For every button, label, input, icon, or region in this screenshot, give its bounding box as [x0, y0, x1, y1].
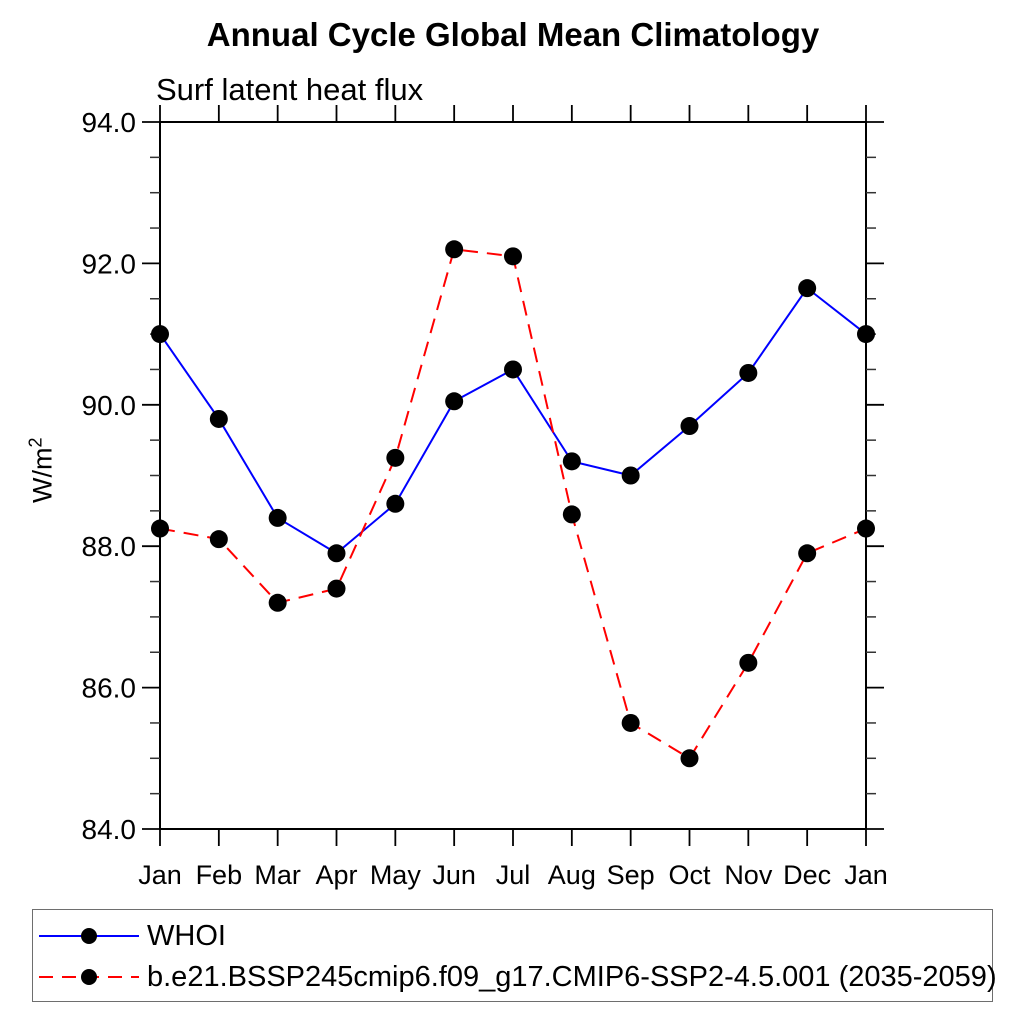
- y-tick-label: 94.0: [82, 107, 137, 138]
- series-1-marker: [151, 519, 169, 538]
- x-tick-label: Jan: [844, 860, 888, 890]
- legend-item-1: b.e21.BSSP245cmip6.f09_g17.CMIP6-SSP2-4.…: [33, 957, 997, 997]
- series-0-marker: [151, 325, 169, 344]
- series-1-marker: [562, 505, 581, 524]
- x-tick-label: Jun: [432, 860, 476, 890]
- series-0-marker: [621, 466, 640, 485]
- series-0-marker: [268, 508, 287, 527]
- series-1-line: [159, 248, 867, 760]
- series-0-marker: [445, 392, 464, 411]
- series-1-marker: [798, 544, 817, 563]
- x-tick-label: Apr: [315, 860, 357, 890]
- series-1-marker: [504, 247, 522, 266]
- series-1-marker: [209, 530, 228, 549]
- series-0-marker: [209, 409, 228, 428]
- x-tick-label: Oct: [668, 860, 711, 890]
- series-0-marker: [386, 494, 405, 513]
- legend-sample-line-0: [39, 928, 139, 944]
- x-tick-label: Dec: [783, 860, 831, 890]
- chart-title: Annual Cycle Global Mean Climatology: [206, 16, 820, 53]
- y-tick-label: 86.0: [82, 673, 137, 704]
- x-tick-label: Aug: [548, 860, 596, 890]
- series-1-marker: [268, 593, 287, 612]
- series-1-marker: [621, 713, 640, 732]
- series-1-marker: [386, 448, 405, 467]
- series-1-marker: [857, 519, 875, 538]
- x-tick-label: May: [370, 860, 422, 890]
- series-1-marker: [680, 749, 699, 768]
- y-tick-label: 88.0: [82, 531, 137, 562]
- plot-frame: [159, 121, 867, 830]
- x-tick-label: Jul: [496, 860, 531, 890]
- series-0-line: [159, 286, 867, 555]
- x-tick-label: Mar: [254, 860, 301, 890]
- plot-area: Jan Feb Mar Apr May Jun Jul Aug Sep Oct Nov Dec Jan8…: [82, 105, 888, 890]
- x-tick-label: Feb: [196, 860, 243, 890]
- series-0-marker: [562, 452, 581, 471]
- y-tick-label: 90.0: [82, 390, 137, 421]
- legend-label-1: b.e21.BSSP245cmip6.f09_g17.CMIP6-SSP2-4.…: [147, 960, 997, 993]
- series-0-marker: [680, 417, 699, 436]
- legend-sample-line-1: [39, 969, 139, 985]
- series-0-marker: [504, 360, 522, 379]
- series-1-marker: [739, 653, 758, 672]
- y-tick-label: 84.0: [82, 814, 137, 845]
- series-0-marker: [798, 279, 817, 298]
- x-tick-label: Jan: [138, 860, 182, 890]
- legend-marker-0: [81, 928, 97, 944]
- series-0-marker: [739, 363, 758, 382]
- y-tick-label: 92.0: [82, 248, 137, 279]
- chart-subtitle: Surf latent heat flux: [156, 72, 424, 107]
- series-1-marker: [327, 579, 346, 598]
- legend-item-0: WHOI: [33, 916, 226, 956]
- series-0-marker: [857, 325, 875, 344]
- legend-marker-1: [81, 969, 97, 985]
- x-tick-label: Nov: [724, 860, 773, 890]
- legend-label-0: WHOI: [147, 919, 226, 952]
- legend-box: WHOI b.e21.BSSP245cmip6.f09_g17.CMIP6-SS…: [32, 909, 997, 1002]
- series-1-marker: [445, 240, 464, 259]
- x-tick-label: Sep: [607, 860, 655, 890]
- series-0-marker: [327, 544, 346, 563]
